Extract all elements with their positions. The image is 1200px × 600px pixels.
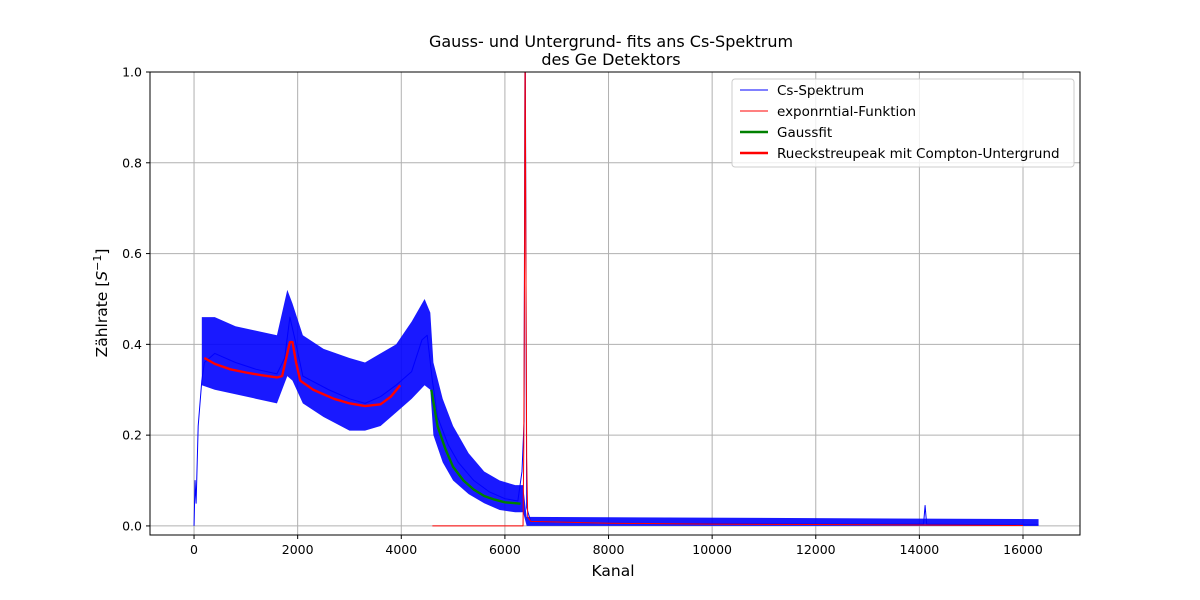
plot-frame [149,71,1081,536]
legend-label: Cs-Spektrum [777,83,864,99]
legend-label: exponrntial-Funktion [777,104,916,120]
x-tick-label: 14000 [900,542,940,557]
x-tick-label: 12000 [796,542,836,557]
y-tick-label: 0.0 [122,518,142,533]
legend-label: Gaussfit [777,125,832,141]
y-axis-label-exponent: −1 [91,255,104,271]
y-tick-label: 0.2 [122,428,142,443]
x-tick-label: 6000 [489,542,521,557]
y-tick-label: 1.0 [122,65,142,80]
cs-spektrum-noise-band [201,289,1039,526]
y-axis-label-prefix: Zählrate [ [93,281,111,358]
y-axis-label-variable: S [93,271,111,281]
series-exponrntial-funktion [432,72,1024,527]
series-rueckstreupeak-mit-compton-untergrund [203,340,402,408]
y-tick-label: 0.4 [122,337,142,352]
legend-label: Rueckstreupeak mit Compton-Untergrund [777,146,1060,162]
y-axis: 0.0 0.2 0.4 0.6 0.8 1.0 [122,65,150,533]
chart-title: Gauss- und Untergrund- fits ans Cs-Spekt… [429,32,793,69]
y-tick-label: 0.6 [122,246,142,261]
x-axis-label: Kanal [591,562,634,580]
legend-box [731,78,1075,168]
x-tick-label: 8000 [593,542,625,557]
x-axis: 0 2000 4000 6000 8000 10000 12000 14000 16000 [190,535,1043,557]
x-tick-label: 4000 [385,542,417,557]
y-axis-label: Zählrate [S−1] [91,249,112,358]
series-gaussfit [430,389,521,505]
chart-title-line-1: Gauss- und Untergrund- fits ans Cs-Spekt… [429,32,793,51]
y-axis-label-suffix: ] [93,249,111,255]
x-tick-label: 16000 [1003,542,1043,557]
x-tick-label: 2000 [282,542,314,557]
y-tick-label: 0.8 [122,155,142,170]
chart-title-line-2: des Ge Detektors [541,50,680,69]
legend: Cs-Spektrum exponrntial-Funktion Gaussfit R… [731,78,1075,168]
plot-area [193,72,1039,527]
x-tick-label: 0 [190,542,198,557]
x-tick-label: 10000 [692,542,732,557]
